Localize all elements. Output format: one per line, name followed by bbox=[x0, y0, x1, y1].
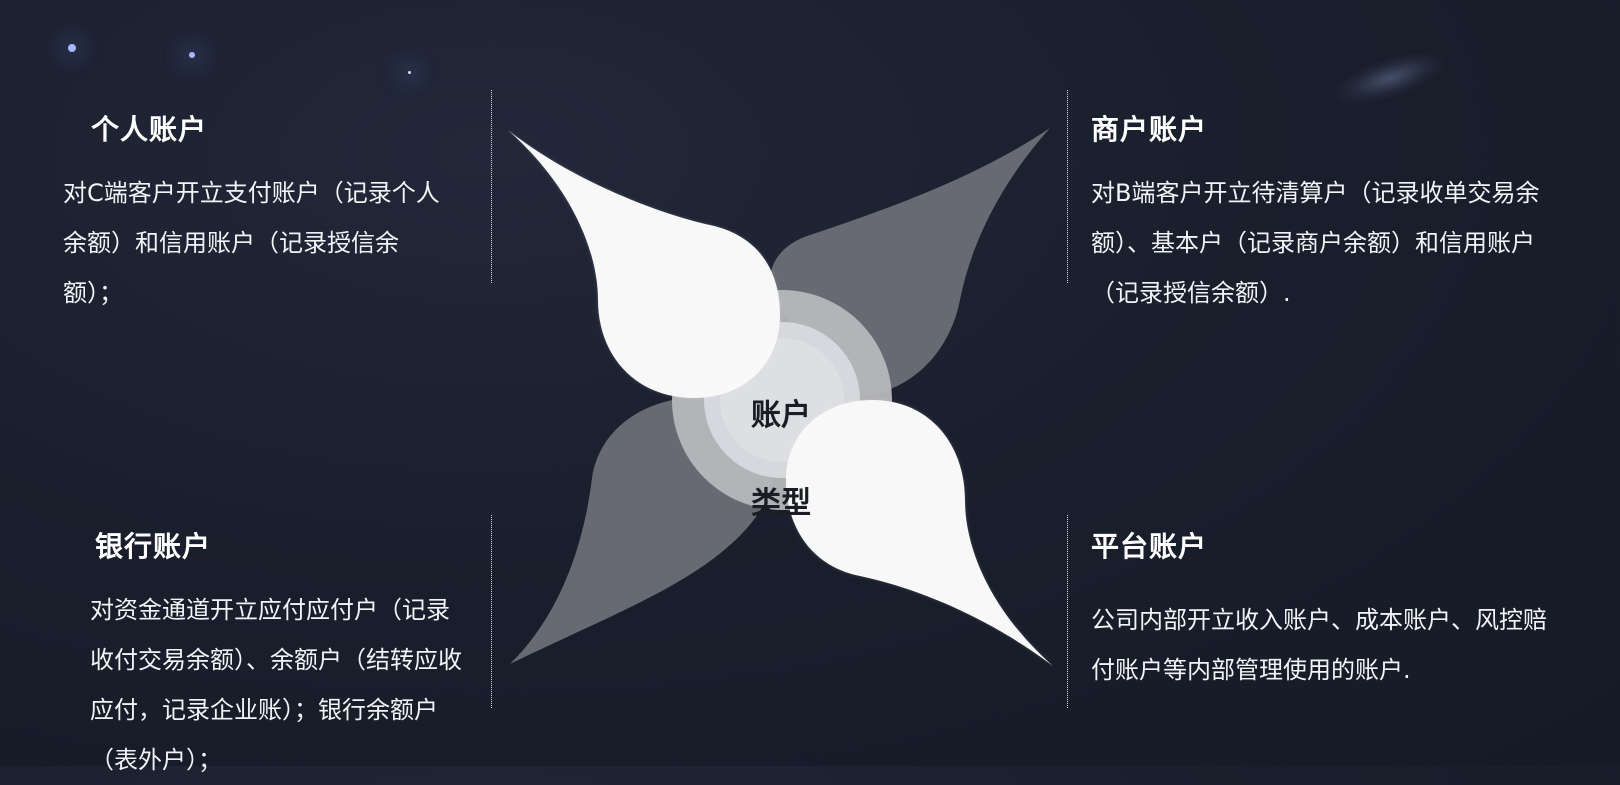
merchant-account-title: 商户账户 bbox=[1091, 113, 1208, 146]
center-title-line-1: 账户 bbox=[751, 398, 811, 433]
divider-platform bbox=[1067, 515, 1068, 708]
divider-merchant bbox=[1067, 90, 1068, 283]
platform-account-title: 平台账户 bbox=[1091, 530, 1208, 563]
merchant-account-panel: 商户账户 对B端客户开立待清算户（记录收单交易余额）、基本户（记录商户余额）和信… bbox=[1091, 108, 1561, 318]
personal-account-description: 对C端客户开立支付账户（记录个人余额）和信用账户（记录授信余额）； bbox=[63, 179, 440, 307]
divider-personal bbox=[491, 90, 492, 283]
bank-account-title: 银行账户 bbox=[95, 530, 212, 563]
divider-bank bbox=[491, 515, 492, 708]
center-glow bbox=[720, 338, 844, 462]
platform-account-panel: 平台账户 公司内部开立收入账户、成本账户、风控赔付账户等内部管理使用的账户. bbox=[1091, 525, 1561, 695]
account-type-diagram bbox=[508, 128, 1053, 666]
petal-bottom-right bbox=[786, 400, 1053, 666]
bank-account-panel: 银行账户 对资金通道开立应付应付户（记录收付交易余额）、余额户（结转应收应付，记… bbox=[90, 525, 470, 785]
merchant-account-description: 对B端客户开立待清算户（记录收单交易余额）、基本户（记录商户余额）和信用账户（记… bbox=[1091, 179, 1540, 307]
personal-account-panel: 个人账户 对C端客户开立支付账户（记录个人余额）和信用账户（记录授信余额）； bbox=[63, 108, 453, 318]
petal-top-left bbox=[508, 130, 780, 398]
center-title: 账户 类型 bbox=[740, 350, 822, 570]
center-title-line-2: 类型 bbox=[751, 486, 811, 521]
personal-account-title: 个人账户 bbox=[91, 113, 208, 146]
bank-account-description: 对资金通道开立应付应付户（记录收付交易余额）、余额户（结转应收应付，记录企业账）… bbox=[90, 596, 462, 774]
platform-account-description: 公司内部开立收入账户、成本账户、风控赔付账户等内部管理使用的账户. bbox=[1091, 606, 1547, 684]
